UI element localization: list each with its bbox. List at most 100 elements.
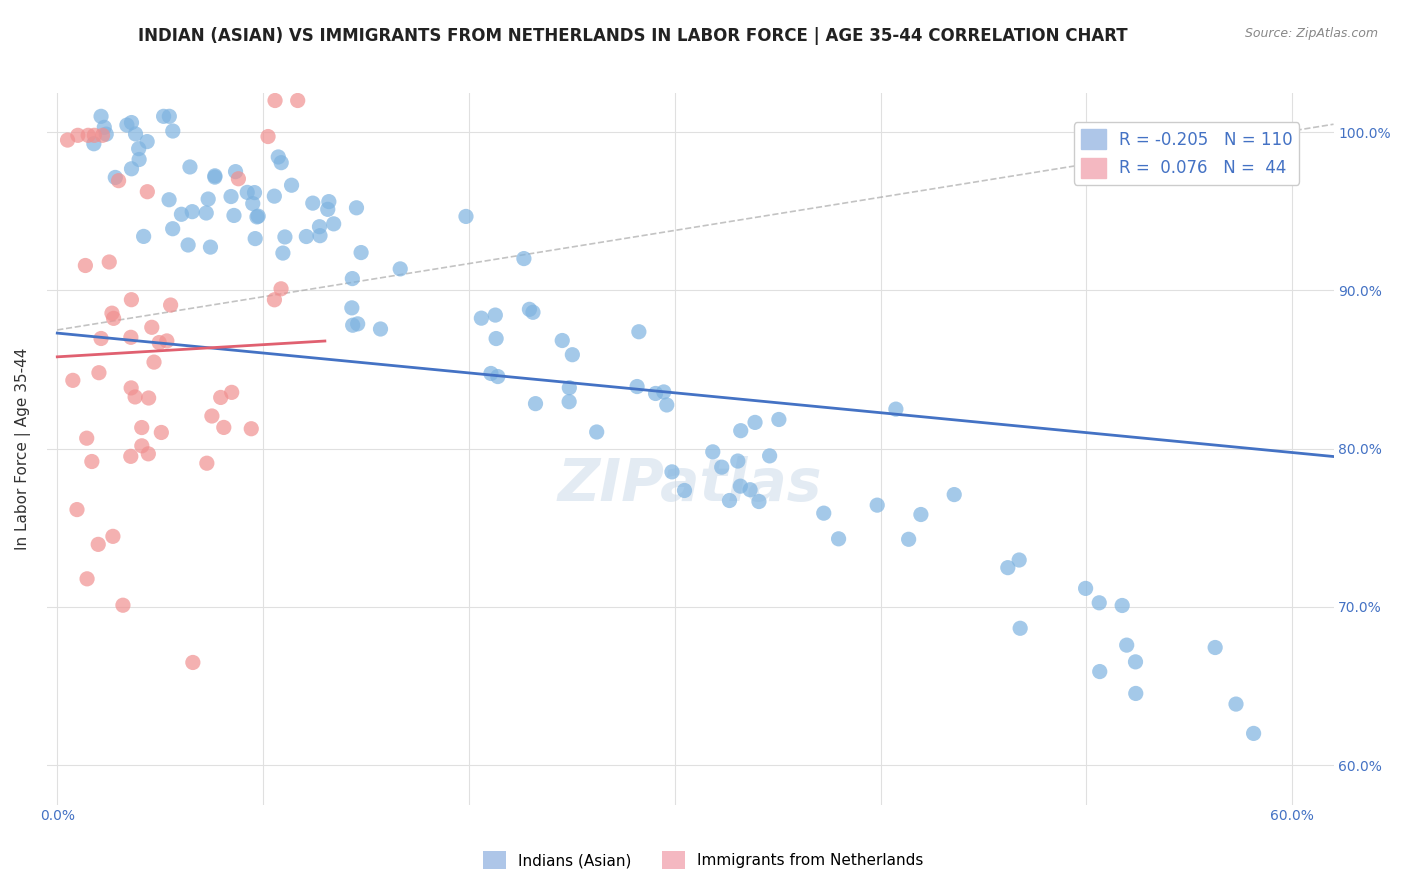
Point <box>221 385 243 400</box>
Point <box>626 379 648 393</box>
Point <box>195 206 218 220</box>
Point <box>342 318 364 333</box>
Point <box>519 302 541 317</box>
Point <box>727 454 749 468</box>
Point <box>308 219 330 234</box>
Point <box>181 204 204 219</box>
Point <box>222 209 245 223</box>
Point <box>120 293 142 307</box>
Point <box>56 133 79 147</box>
Point <box>943 487 966 501</box>
Point <box>136 447 159 461</box>
Point <box>910 508 932 522</box>
Point <box>98 255 121 269</box>
Point <box>179 160 201 174</box>
Point <box>813 506 835 520</box>
Point <box>322 217 344 231</box>
Point <box>204 169 226 183</box>
Point <box>295 229 318 244</box>
Point <box>77 128 100 143</box>
Point <box>370 322 392 336</box>
Point <box>271 246 294 260</box>
Point <box>132 229 155 244</box>
Point <box>107 174 129 188</box>
Point <box>350 245 373 260</box>
Point <box>150 425 173 440</box>
Point <box>318 194 340 209</box>
Point <box>287 94 309 108</box>
Point <box>66 128 89 143</box>
Point <box>87 366 110 380</box>
Point <box>162 221 184 235</box>
Point <box>558 381 581 395</box>
Point <box>486 369 509 384</box>
Point <box>243 186 266 200</box>
Point <box>738 483 761 497</box>
Point <box>141 320 163 334</box>
Point <box>270 155 292 169</box>
Point <box>242 196 264 211</box>
Point <box>479 367 502 381</box>
Point <box>1074 582 1097 596</box>
Text: ZIPatlas: ZIPatlas <box>558 456 823 513</box>
Point <box>120 330 142 344</box>
Y-axis label: In Labor Force | Age 35-44: In Labor Force | Age 35-44 <box>15 347 31 549</box>
Point <box>551 334 574 348</box>
Point <box>76 431 98 445</box>
Point <box>225 164 247 178</box>
Point <box>661 465 683 479</box>
Point <box>627 325 650 339</box>
Point <box>128 142 150 156</box>
Point <box>201 409 224 423</box>
Point <box>270 282 292 296</box>
Text: INDIAN (ASIAN) VS IMMIGRANTS FROM NETHERLANDS IN LABOR FORCE | AGE 35-44 CORRELA: INDIAN (ASIAN) VS IMMIGRANTS FROM NETHER… <box>138 27 1128 45</box>
Point <box>240 422 263 436</box>
Legend: Indians (Asian), Immigrants from Netherlands: Indians (Asian), Immigrants from Netherl… <box>477 845 929 875</box>
Point <box>702 445 724 459</box>
Point <box>209 391 232 405</box>
Point <box>243 231 266 245</box>
Point <box>1008 553 1031 567</box>
Point <box>1204 640 1226 655</box>
Point <box>1111 599 1133 613</box>
Point <box>730 479 752 493</box>
Point <box>280 178 302 193</box>
Point <box>80 454 103 468</box>
Point <box>897 533 920 547</box>
Point <box>585 425 607 439</box>
Point <box>710 460 733 475</box>
Point <box>866 498 889 512</box>
Point <box>264 94 287 108</box>
Point <box>197 192 219 206</box>
Point <box>274 230 297 244</box>
Point <box>90 109 112 123</box>
Point <box>204 170 226 185</box>
Point <box>1088 665 1111 679</box>
Point <box>83 136 105 151</box>
Point <box>485 332 508 346</box>
Point <box>1178 128 1201 143</box>
Point <box>655 398 678 412</box>
Point <box>195 456 218 470</box>
Point <box>159 298 181 312</box>
Point <box>524 397 547 411</box>
Point <box>744 416 766 430</box>
Point <box>103 311 125 326</box>
Point <box>730 424 752 438</box>
Point <box>340 301 363 315</box>
Point <box>200 240 222 254</box>
Point <box>309 228 332 243</box>
Point <box>157 109 180 123</box>
Point <box>101 529 124 543</box>
Point <box>228 171 250 186</box>
Point <box>136 185 159 199</box>
Point <box>96 127 118 141</box>
Point <box>111 599 134 613</box>
Point <box>75 259 97 273</box>
Point <box>170 207 193 221</box>
Point <box>301 196 323 211</box>
Point <box>131 439 153 453</box>
Point <box>673 483 696 498</box>
Point <box>91 128 114 143</box>
Point <box>157 193 180 207</box>
